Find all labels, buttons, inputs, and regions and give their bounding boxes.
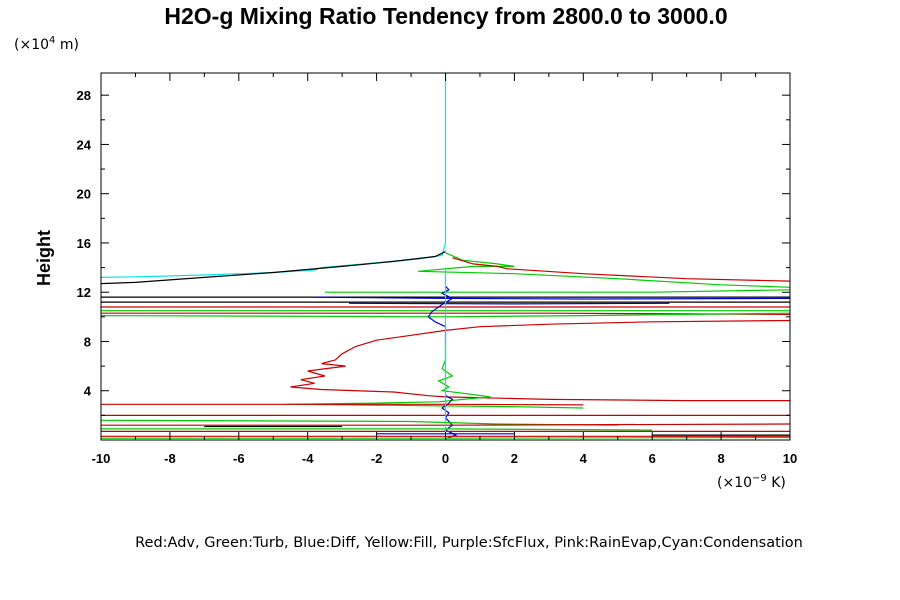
y-tick-label: 8 <box>84 334 91 349</box>
y-tick-label: 24 <box>77 137 92 152</box>
x-tick-label: 4 <box>580 451 588 466</box>
chart-title: H2O-g Mixing Ratio Tendency from 2800.0 … <box>164 3 727 29</box>
series-line-9 <box>324 289 790 293</box>
y-units-label: (×104 m) <box>14 35 79 53</box>
series-line-7 <box>314 296 790 300</box>
series-line-4 <box>452 257 790 282</box>
x-tick-label: -8 <box>164 451 176 466</box>
series-line-3 <box>417 252 790 288</box>
series-layer <box>101 73 790 440</box>
legend-text: Red:Adv, Green:Turb, Blue:Diff, Yellow:F… <box>135 535 803 551</box>
series-line-1 <box>101 73 447 278</box>
x-tick-label: -10 <box>92 451 111 466</box>
series-line-15 <box>290 319 790 402</box>
series-line-12 <box>101 312 790 315</box>
series-line-23 <box>101 428 653 431</box>
y-tick-label: 4 <box>84 384 92 399</box>
y-tick-label: 28 <box>77 88 91 103</box>
series-line-8 <box>348 302 670 305</box>
x-tick-label: 6 <box>649 451 656 466</box>
y-tick-label: 20 <box>77 187 91 202</box>
x-units-label: (×10−9 K) <box>717 473 786 491</box>
x-tick-label: 2 <box>511 451 518 466</box>
x-tick-label: -4 <box>302 451 314 466</box>
series-line-16 <box>286 341 584 409</box>
series-line-2 <box>101 251 446 285</box>
x-tick-label: -6 <box>233 451 245 466</box>
x-tick-label: 8 <box>717 451 724 466</box>
series-line-13 <box>101 312 790 318</box>
y-tick-label: 16 <box>77 236 91 251</box>
x-tick-label: 10 <box>783 451 797 466</box>
y-tick-label: 12 <box>77 285 91 300</box>
x-tick-label: 0 <box>442 451 449 466</box>
x-tick-label: -2 <box>371 451 383 466</box>
series-line-17 <box>441 395 458 440</box>
y-axis-label: Height <box>34 230 54 286</box>
series-line-18 <box>101 403 584 406</box>
